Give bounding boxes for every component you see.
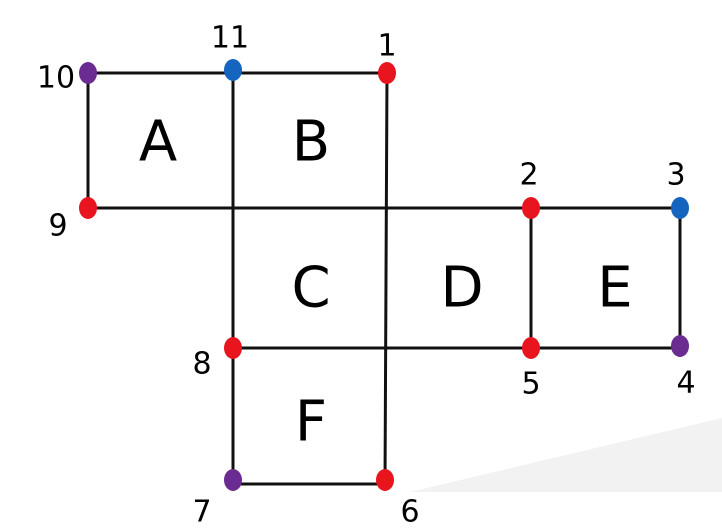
vertex-9-dot — [79, 197, 97, 219]
vertex-6-dot — [376, 469, 394, 491]
vertex-5-label: 5 — [521, 367, 540, 402]
edge-inner-right — [383, 71, 389, 486]
vertex-2-dot — [522, 197, 540, 219]
face-e-label: E — [597, 256, 632, 321]
vertex-8-dot — [224, 337, 242, 359]
vertex-1-dot — [378, 62, 396, 84]
vertex-3-label: 3 — [666, 158, 685, 193]
face-d-label: D — [440, 256, 483, 321]
vertex-11-dot — [224, 59, 242, 81]
vertex-4-label: 4 — [676, 366, 695, 401]
vertex-5-dot — [522, 337, 540, 359]
vertex-4-dot — [671, 335, 689, 357]
vertex-7-label: 7 — [192, 495, 211, 530]
face-b-label: B — [292, 110, 330, 175]
vertex-labels: 1 2 3 4 5 6 7 8 9 10 11 — [37, 21, 696, 530]
vertex-1-label: 1 — [377, 29, 396, 64]
vertex-11-label: 11 — [211, 21, 249, 56]
vertex-10-label: 10 — [37, 61, 75, 96]
vertex-8-label: 8 — [192, 347, 211, 382]
face-a-label: A — [139, 110, 177, 175]
vertex-10-dot — [79, 62, 97, 84]
face-labels: A B C D E F — [139, 110, 633, 455]
vertex-9-label: 9 — [48, 209, 67, 244]
vertex-3-dot — [671, 197, 689, 219]
vertex-markers — [79, 59, 689, 491]
net-edges — [86, 68, 682, 486]
vertex-2-label: 2 — [519, 158, 538, 193]
face-f-label: F — [295, 390, 327, 455]
background-wedge — [410, 418, 722, 492]
vertex-7-dot — [224, 469, 242, 491]
face-c-label: C — [291, 256, 330, 321]
vertex-6-label: 6 — [400, 495, 419, 530]
